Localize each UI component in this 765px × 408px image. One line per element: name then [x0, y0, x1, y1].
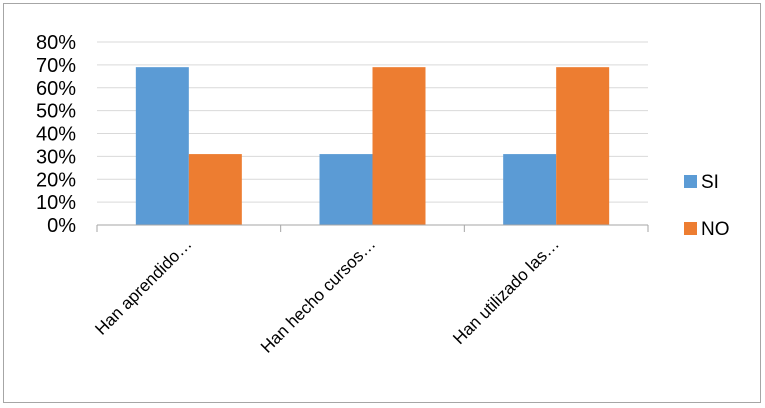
- x-axis-ticks: Han aprendido… Han hecho cursos… Han utili…: [91, 225, 649, 357]
- bar-no: [188, 154, 242, 225]
- y-tick-label: 10%: [36, 192, 76, 214]
- bar-chart: 0%10%20%30%40%50%60%70%80% Han aprendido…: [36, 32, 730, 357]
- legend-label-si: SI: [701, 172, 719, 193]
- y-axis-ticks: 0%10%20%30%40%50%60%70%80%: [36, 32, 76, 237]
- y-tick-label: 40%: [36, 124, 76, 146]
- bar-no: [372, 67, 426, 225]
- legend-swatch-no: [684, 222, 697, 235]
- bars: [135, 67, 610, 225]
- x-category-label: Han hecho cursos…: [257, 234, 379, 356]
- x-category-label: Han utilizado las…: [449, 234, 563, 348]
- legend-swatch-si: [684, 175, 697, 188]
- legend: SI NO: [684, 172, 730, 240]
- y-tick-label: 60%: [36, 78, 76, 100]
- chart-area: 0% 10% 20% 30% 40% 50% 60% 70% 80% Han aprendido…: [3, 3, 761, 403]
- y-tick-label: 20%: [36, 169, 76, 191]
- y-tick-label: 80%: [36, 32, 76, 54]
- y-tick-label: 30%: [36, 146, 76, 168]
- bar-si: [319, 154, 373, 225]
- bar-si: [503, 154, 557, 225]
- y-tick-label: 50%: [36, 101, 76, 123]
- x-category-label: Han aprendido…: [91, 234, 195, 338]
- bar-si: [135, 67, 189, 225]
- legend-label-no: NO: [701, 219, 730, 240]
- bar-no: [556, 67, 610, 225]
- y-tick-label: 70%: [36, 55, 76, 77]
- y-tick-label: 0%: [47, 215, 76, 237]
